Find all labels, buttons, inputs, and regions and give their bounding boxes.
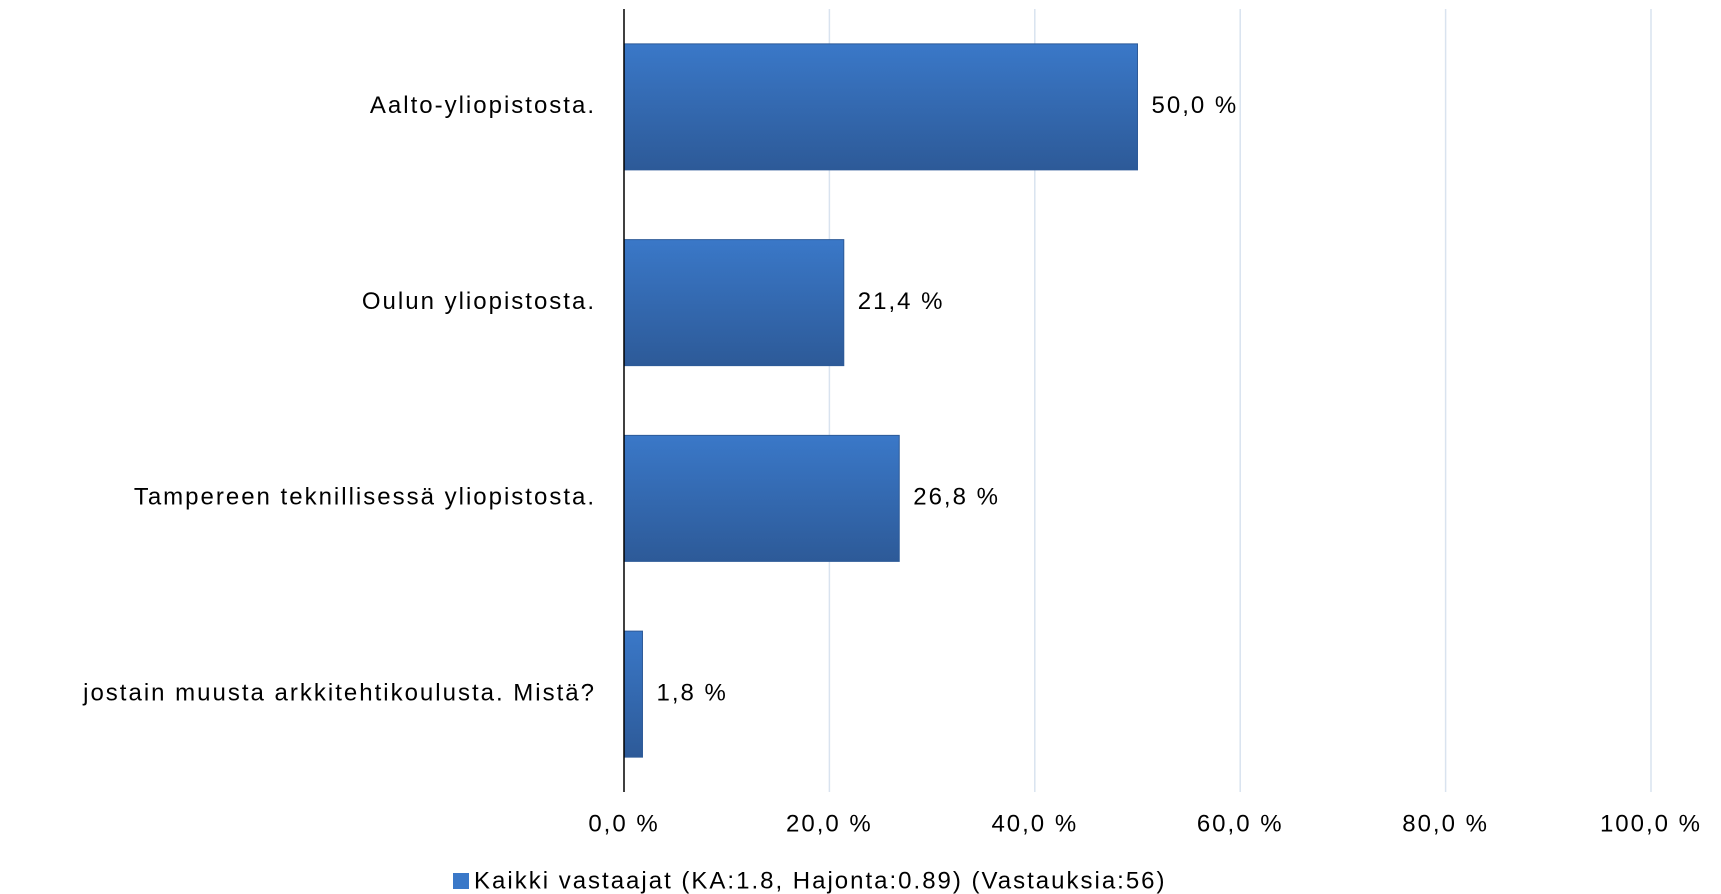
x-tick-label: 80,0 % — [1402, 810, 1489, 837]
x-tick-label: 100,0 % — [1600, 810, 1702, 837]
data-label: 1,8 % — [656, 679, 727, 706]
x-tick-label: 20,0 % — [786, 810, 873, 837]
y-tick-label: Oulun yliopistosta. — [362, 288, 596, 315]
bar — [623, 630, 643, 758]
legend-label: Kaikki vastaajat (KA:1.8, Hajonta:0.89) … — [474, 867, 1167, 894]
x-tick-label: 40,0 % — [991, 810, 1078, 837]
data-label: 21,4 % — [858, 288, 945, 315]
bar — [623, 239, 845, 367]
x-tick-label: 0,0 % — [588, 810, 659, 837]
y-tick-label: jostain muusta arkkitehtikoulusta. Mistä… — [82, 679, 596, 706]
legend-swatch — [453, 873, 469, 889]
bar — [623, 43, 1138, 171]
x-tick-label: 60,0 % — [1197, 810, 1284, 837]
data-label: 26,8 % — [913, 484, 1000, 511]
legend: Kaikki vastaajat (KA:1.8, Hajonta:0.89) … — [453, 867, 1167, 894]
y-tick-label: Aalto-yliopistosta. — [370, 92, 596, 119]
data-label: 50,0 % — [1152, 92, 1239, 119]
bar — [623, 434, 900, 562]
y-tick-label: Tampereen teknillisessä yliopistosta. — [134, 484, 596, 511]
